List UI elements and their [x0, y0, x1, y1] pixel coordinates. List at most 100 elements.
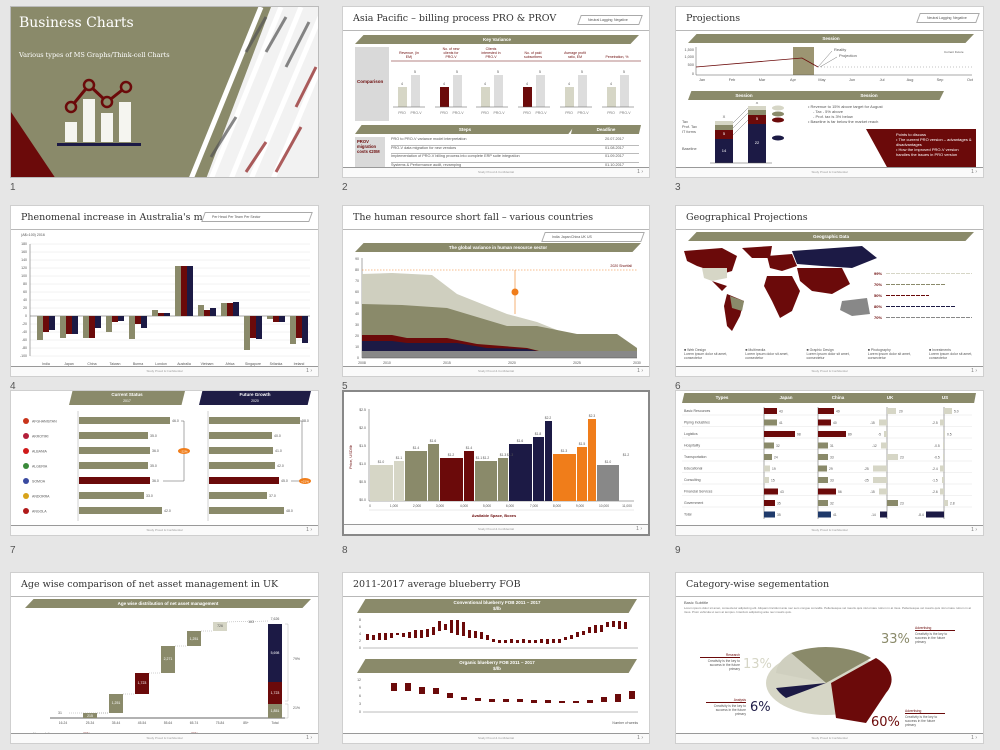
- svg-text:PRO: PRO: [440, 111, 448, 115]
- svg-text:80: 80: [355, 268, 359, 272]
- svg-text:Projection: Projection: [839, 53, 857, 58]
- svg-text:90: 90: [355, 257, 359, 261]
- segmentation-pie-chart: [766, 647, 892, 723]
- svg-text:4: 4: [443, 82, 445, 86]
- svg-text:58.0: 58.0: [302, 419, 309, 423]
- svg-text:$1.4: $1.4: [466, 446, 473, 450]
- slide-thumbnail-11[interactable]: 2011-2017 average blueberry FOB Conventi…: [342, 572, 650, 744]
- svg-text:41: 41: [779, 421, 783, 425]
- svg-text:Available Space, Boxes: Available Space, Boxes: [472, 513, 517, 518]
- svg-text:100: 100: [21, 274, 27, 278]
- svg-text:Government: Government: [684, 501, 703, 505]
- slide-thumbnail-7[interactable]: Current Status 2017 Future Growth 2020 AFG…: [10, 390, 319, 536]
- svg-text:Africa: Africa: [226, 362, 235, 366]
- svg-text:Tax: Tax: [682, 120, 688, 124]
- svg-text:$2.3: $2.3: [589, 414, 596, 418]
- svg-text:75-84: 75-84: [216, 721, 225, 725]
- svg-text:29: 29: [829, 467, 833, 471]
- svg-text:Jun: Jun: [849, 78, 855, 82]
- organic-candle-chart: 12 9 6 3 0 Number of weeks: [357, 678, 638, 725]
- age-waterfall-chart: 215 1,251 1,723 2,271 1,251 726 5,698 1,723 1,8…: [50, 617, 289, 725]
- svg-text:Apr: Apr: [790, 78, 797, 82]
- svg-text:-8.4: -8.4: [918, 513, 924, 517]
- svg-text:$2.5: $2.5: [359, 408, 366, 412]
- svg-text:$1.5: $1.5: [579, 442, 586, 446]
- slide-thumbnail-6[interactable]: Geographical Projections Geographic Data…: [675, 205, 984, 377]
- svg-text:May: May: [818, 78, 825, 82]
- svg-text:45-54: 45-54: [138, 721, 147, 725]
- svg-text:80: 80: [23, 282, 27, 286]
- svg-text:1,723: 1,723: [271, 691, 280, 695]
- svg-text:Jan: Jan: [699, 78, 705, 82]
- svg-text:-25: -25: [864, 479, 869, 483]
- svg-text:23: 23: [900, 502, 904, 506]
- svg-text:5,000: 5,000: [483, 504, 491, 508]
- slide-thumbnail-4[interactable]: Phenomenal increase in Australia's manpo…: [10, 205, 319, 377]
- svg-text:-80: -80: [22, 346, 27, 350]
- svg-text:Piping Industries: Piping Industries: [684, 421, 710, 425]
- svg-text:3: 3: [359, 702, 361, 706]
- svg-text:Penetration, %: Penetration, %: [606, 55, 629, 59]
- svg-text:No. of new: No. of new: [443, 47, 460, 51]
- svg-text:Baseline: Baseline: [682, 147, 697, 151]
- svg-text:20: 20: [899, 410, 903, 414]
- svg-text:65-74: 65-74: [190, 721, 199, 725]
- svg-text:37.0: 37.0: [269, 494, 276, 498]
- svg-text:20: 20: [355, 334, 359, 338]
- svg-text:180: 180: [21, 242, 27, 246]
- svg-text:-12: -12: [872, 444, 877, 448]
- slide-number: 1: [10, 182, 16, 193]
- slide-thumbnail-12[interactable]: Category-wise segementation Basic Subtit…: [675, 572, 984, 744]
- slide-thumbnail-3[interactable]: Projections Neutral Lagging Negative Ses…: [675, 6, 984, 178]
- svg-text:$1.6: $1.6: [517, 439, 524, 443]
- svg-text:Australia: Australia: [177, 362, 191, 366]
- bar-chart-icon: [57, 78, 141, 146]
- slide-number: 5: [342, 381, 348, 392]
- legend: Neutral Lagging Negative: [916, 13, 980, 23]
- svg-text:2.8: 2.8: [950, 502, 955, 506]
- svg-text:0: 0: [692, 72, 694, 76]
- svg-text:Clients: Clients: [486, 47, 497, 51]
- svg-text:Jul: Jul: [880, 78, 885, 82]
- svg-text:50: 50: [355, 301, 359, 305]
- slide-title: Age wise comparison of net asset managem…: [21, 579, 279, 590]
- types-by-country-table: Basic Resources Piping Industries Logistic…: [682, 407, 972, 519]
- svg-text:35-44: 35-44: [112, 721, 121, 725]
- svg-text:2020: 2020: [508, 361, 516, 365]
- svg-text:8: 8: [359, 618, 361, 622]
- svg-text:$1.1: $1.1: [396, 456, 403, 460]
- slide-thumbnail-1[interactable]: Business Charts Various types of MS Grap…: [10, 6, 319, 178]
- svg-text:Prof. Tax: Prof. Tax: [682, 125, 697, 129]
- slide-title: Asia Pacific – billing process PRO & PRO…: [353, 13, 557, 24]
- svg-text:0.5: 0.5: [947, 433, 952, 437]
- svg-text:5: 5: [456, 70, 458, 74]
- slide-title: Geographical Projections: [686, 212, 808, 223]
- svg-text:25-34: 25-34: [86, 721, 95, 725]
- svg-text:Aug: Aug: [907, 78, 914, 82]
- world-map: [684, 246, 877, 331]
- svg-text:-15: -15: [870, 490, 875, 494]
- svg-text:4: 4: [568, 82, 570, 86]
- svg-text:55-64: 55-64: [164, 721, 173, 725]
- svg-text:$1.8: $1.8: [535, 432, 542, 436]
- svg-text:7,626: 7,626: [271, 617, 280, 621]
- svg-text:40.0: 40.0: [274, 434, 281, 438]
- svg-text:11,000: 11,000: [622, 504, 632, 508]
- svg-text:22: 22: [755, 140, 760, 145]
- segment-advertising-bottom: 60% Advertising Creativity is the key to…: [871, 709, 945, 731]
- svg-text:EM): EM): [406, 55, 412, 59]
- slide-thumbnail-9[interactable]: Types Japan China UK US Basic Resources P…: [675, 390, 984, 536]
- manpower-bar-chart: 180 160 140 120 100 80 60 40 20 0 -20 -40 -60 -80 -1…: [20, 242, 310, 366]
- slide-thumbnail-10[interactable]: Age wise comparison of net asset managem…: [10, 572, 319, 744]
- svg-text:19: 19: [772, 467, 776, 471]
- header-uk: UK: [862, 393, 918, 403]
- slide-thumbnail-5[interactable]: The human resource short fall – various …: [342, 205, 650, 377]
- slide-thumbnail-8[interactable]: $2.5 $2.0 $1.5 $1.0 $0.5 $0.0 Price, USD/lb $…: [342, 390, 650, 536]
- svg-text:Total: Total: [272, 721, 279, 725]
- conventional-band: Conventional blueberry FOB 2011 – 2017 $/…: [357, 599, 637, 613]
- slide-number: 7: [10, 545, 16, 556]
- svg-text:9: 9: [359, 686, 361, 690]
- slide-thumbnail-2[interactable]: Asia Pacific – billing process PRO & PRO…: [342, 6, 650, 178]
- svg-text:0: 0: [359, 710, 361, 714]
